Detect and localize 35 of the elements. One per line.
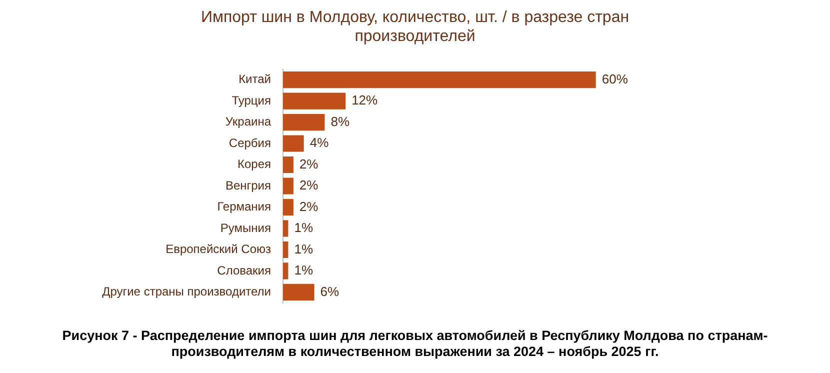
bar: [283, 156, 294, 174]
data-label: 2%: [299, 198, 319, 214]
bar: [283, 135, 304, 152]
data-label: 1%: [294, 262, 314, 278]
y-tick-label: Турция: [232, 93, 271, 108]
bar: [283, 114, 325, 131]
chart-title: Импорт шин в Молдову, количество, шт. / в разрезе стран производителей: [200, 8, 630, 47]
data-label: 2%: [299, 156, 319, 172]
y-tick-label: Германия: [217, 200, 271, 214]
y-tick-label: Сербия: [228, 136, 271, 150]
data-label: 8%: [330, 114, 350, 129]
y-tick-label: Европейский Союз: [166, 242, 272, 256]
data-label: 2%: [299, 178, 319, 193]
y-tick-label: Румыния: [220, 220, 271, 235]
bar: [283, 178, 294, 194]
bar: [283, 262, 288, 280]
data-label: 12%: [352, 92, 378, 108]
y-tick-label: Корея: [237, 157, 271, 172]
bar: [283, 92, 346, 110]
bar: [283, 220, 288, 237]
bar: [283, 198, 294, 216]
y-tick-label: Другие страны производители: [102, 284, 271, 298]
bar: [283, 284, 314, 300]
y-tick-label: Китай: [238, 72, 271, 86]
data-label: 1%: [294, 220, 314, 236]
y-tick-label: Словакия: [217, 263, 271, 278]
data-label: 6%: [320, 284, 340, 299]
bar: [283, 241, 288, 258]
data-label: 1%: [294, 241, 314, 256]
y-tick-label: Украина: [225, 114, 272, 129]
text: Рисунок 7 - Распределение импорта шин для легковых автомобилей в Республику Молдова по странам-производителям в количественном выражении за 2024 – ноябрь 2025 гг.: [61, 328, 769, 360]
data-label: 60%: [602, 71, 628, 86]
y-tick-label: Венгрия: [225, 178, 271, 192]
data-label: 4%: [310, 135, 330, 150]
bar: [283, 72, 596, 88]
